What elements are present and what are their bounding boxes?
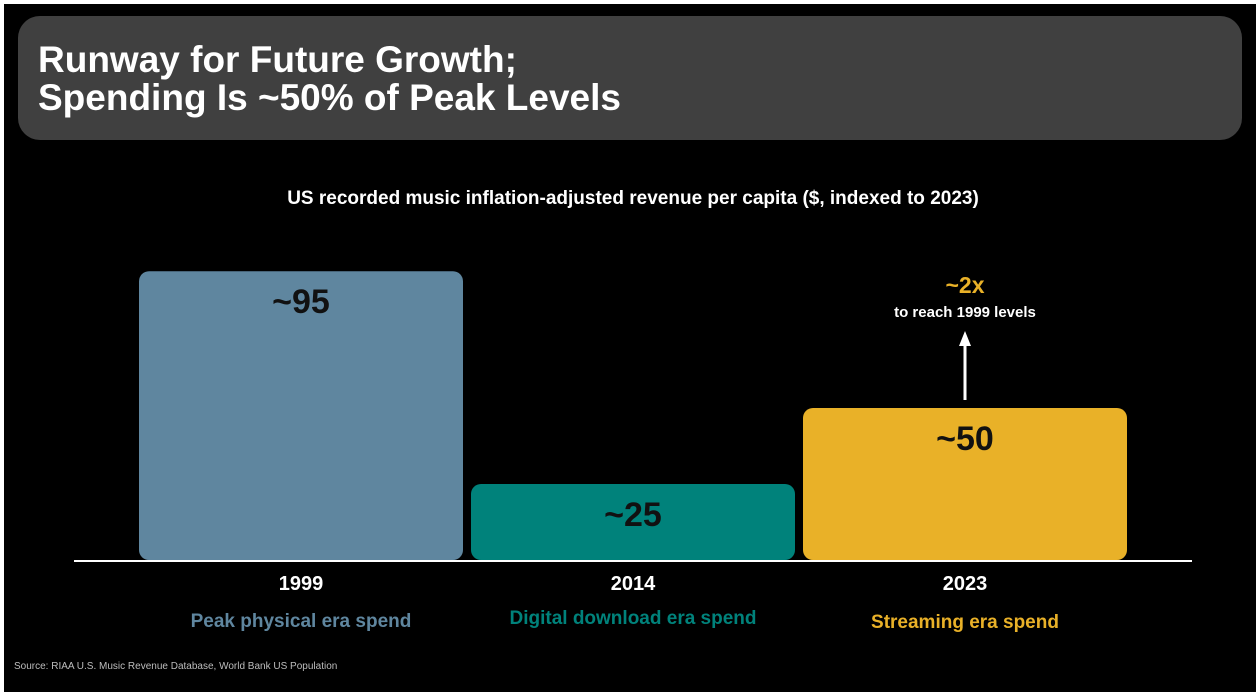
data-label-2014: ~25 [604,496,662,534]
x-tick-label-1999: 1999 [279,573,324,595]
annotation-headline: ~2x [945,272,984,298]
bar-2014 [471,484,795,560]
annotation-arrow-head [959,331,971,346]
data-label-2023: ~50 [936,420,994,458]
annotation-text: to reach 1999 levels [894,304,1036,321]
source-note: Source: RIAA U.S. Music Revenue Database… [14,661,338,672]
category-subtitle-1999: Peak physical era spend [191,611,412,632]
category-subtitle-2023: Streaming era spend [871,612,1059,633]
bar-1999 [139,271,463,560]
x-tick-label-2023: 2023 [943,573,988,595]
x-tick-label-2014: 2014 [611,573,656,595]
category-subtitle-2014: Digital download era spend [509,608,756,629]
bar-2023 [803,408,1127,560]
chart-title: US recorded music inflation-adjusted rev… [287,188,979,209]
page-title-line-2: Spending Is ~50% of Peak Levels [38,77,621,118]
page-title-line-1: Runway for Future Growth; [38,39,517,80]
data-label-1999: ~95 [272,283,330,321]
title-banner: Runway for Future Growth; Spending Is ~5… [18,16,1242,140]
